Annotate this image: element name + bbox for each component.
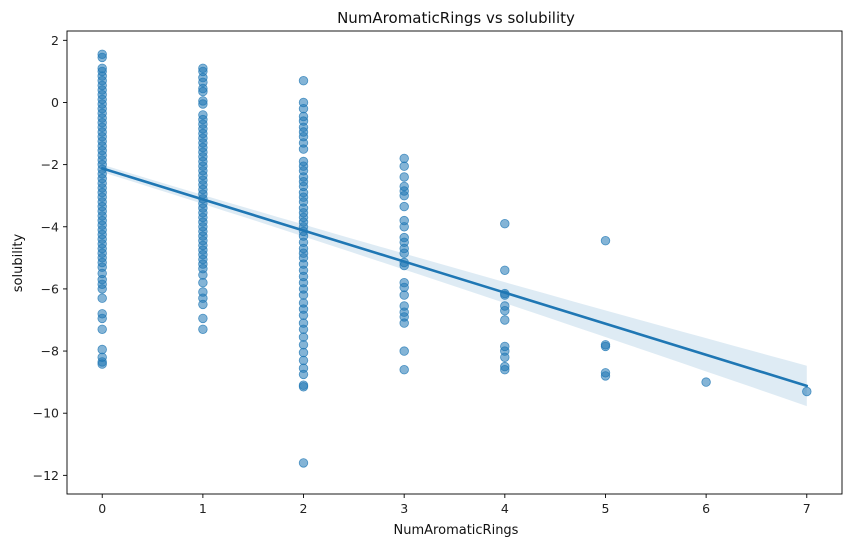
y-tick-label: −12 bbox=[33, 468, 59, 483]
data-point bbox=[298, 144, 309, 154]
y-tick-label: 0 bbox=[51, 95, 59, 110]
x-tick-label: 7 bbox=[803, 501, 811, 516]
data-point bbox=[198, 99, 208, 109]
data-point bbox=[600, 235, 611, 246]
data-point bbox=[500, 365, 510, 375]
data-point bbox=[298, 347, 309, 358]
data-point bbox=[298, 324, 309, 335]
data-point bbox=[298, 75, 309, 86]
data-point bbox=[399, 365, 409, 375]
data-point bbox=[399, 346, 409, 356]
data-point bbox=[399, 318, 409, 328]
data-point bbox=[399, 161, 409, 171]
data-point bbox=[399, 248, 409, 258]
data-point bbox=[399, 153, 409, 164]
data-point bbox=[198, 299, 208, 310]
plot-frame bbox=[66, 30, 843, 495]
data-point bbox=[600, 371, 611, 381]
data-point bbox=[298, 103, 309, 114]
data-point bbox=[500, 352, 510, 363]
data-point bbox=[97, 284, 107, 294]
x-axis-title: NumAromaticRings bbox=[394, 523, 519, 538]
y-tick-label: −2 bbox=[41, 157, 59, 172]
y-tick-label: −8 bbox=[41, 344, 59, 359]
data-point bbox=[198, 313, 208, 324]
y-axis-ticks: 2 0 −2 −4 −6 −8 −10 −12 bbox=[33, 33, 67, 483]
data-point bbox=[97, 313, 107, 324]
data-point bbox=[500, 218, 510, 229]
y-tick-label: −10 bbox=[33, 406, 59, 421]
x-tick-label: 5 bbox=[601, 501, 609, 516]
data-point bbox=[701, 377, 711, 387]
data-point bbox=[198, 86, 208, 97]
data-point bbox=[97, 52, 107, 63]
data-point bbox=[399, 172, 409, 182]
data-point bbox=[298, 310, 309, 321]
y-axis-title: solubility bbox=[11, 233, 26, 292]
data-point bbox=[600, 341, 611, 352]
y-tick-label: −6 bbox=[41, 281, 59, 296]
data-point bbox=[802, 386, 812, 397]
data-point bbox=[399, 290, 409, 300]
x-tick-label: 1 bbox=[199, 501, 207, 516]
regression-line-layer bbox=[100, 167, 809, 388]
data-point bbox=[298, 369, 309, 380]
data-point bbox=[97, 293, 107, 303]
data-point bbox=[298, 355, 309, 366]
data-point bbox=[198, 270, 208, 280]
data-point bbox=[198, 278, 208, 288]
x-tick-label: 3 bbox=[400, 501, 408, 516]
data-point bbox=[399, 222, 409, 232]
data-point bbox=[500, 315, 510, 325]
x-axis-ticks: 0 1 2 3 4 5 6 7 bbox=[98, 494, 811, 516]
data-point bbox=[198, 324, 208, 335]
data-point bbox=[500, 265, 510, 276]
data-point bbox=[500, 306, 510, 316]
data-point bbox=[298, 382, 309, 392]
y-tick-label: 2 bbox=[51, 33, 59, 48]
data-point bbox=[298, 340, 309, 350]
data-point bbox=[97, 324, 107, 335]
y-tick-label: −4 bbox=[41, 219, 59, 234]
regression-line bbox=[100, 167, 809, 388]
chart-title: NumAromaticRings vs solubility bbox=[337, 9, 575, 27]
data-points-layer bbox=[97, 49, 812, 468]
data-point bbox=[97, 344, 107, 355]
data-point bbox=[298, 458, 309, 468]
x-tick-label: 2 bbox=[300, 501, 308, 516]
data-point bbox=[97, 359, 107, 369]
confidence-band-layer bbox=[102, 164, 807, 407]
x-tick-label: 6 bbox=[702, 501, 710, 516]
data-point bbox=[399, 201, 409, 212]
confidence-band bbox=[102, 164, 807, 407]
data-point bbox=[298, 290, 309, 300]
data-point bbox=[399, 190, 409, 201]
x-tick-label: 0 bbox=[98, 501, 106, 516]
x-tick-label: 4 bbox=[501, 501, 509, 516]
